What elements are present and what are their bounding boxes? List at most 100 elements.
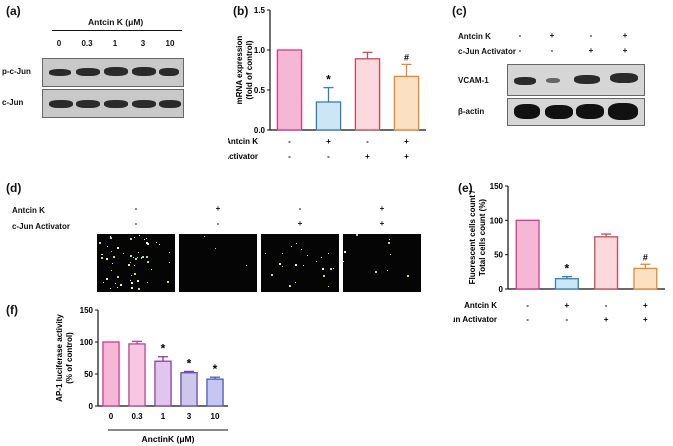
y-tick-label: 0.5 [254, 86, 266, 95]
cell-dot [117, 276, 120, 279]
cell-dot [136, 257, 138, 259]
cell-dot [131, 287, 134, 290]
cell-dot [279, 262, 282, 265]
cell-dot [327, 252, 329, 254]
cell-dot [146, 281, 148, 283]
x-tick-label-3: 3 [187, 412, 192, 421]
sign-1-1: - [550, 46, 554, 55]
cell-dot [117, 286, 118, 288]
cell-dot [355, 234, 358, 237]
bar-3 [180, 372, 198, 407]
cell-dot [130, 238, 133, 241]
cell-dot [140, 258, 142, 260]
bar-0 [102, 341, 120, 407]
chart-b: 0.0 0.5 1.0 1.5 mRNA expression (fold of cont… [228, 6, 426, 161]
cell-dot [100, 254, 102, 256]
cell-dot [203, 235, 205, 237]
panel-d-treatment-antcin-k: Antcin K [12, 206, 45, 215]
sign-0-0: - [518, 31, 522, 40]
cell-dot [131, 281, 134, 284]
cell-dot [100, 256, 103, 259]
significance-mark-3: # [643, 252, 648, 262]
blot-row-label-p-c-jun: p-c-Jun [2, 67, 31, 76]
cell-dot [101, 253, 103, 255]
blot-row-label-beta-actin: β-actin [458, 107, 485, 116]
blot-row-label-vcam-1: VCAM-1 [458, 76, 489, 85]
cell-dot [145, 255, 148, 258]
y-tick-label: 150 [80, 306, 94, 315]
cell-dot [142, 256, 145, 259]
sign-0-0: - [526, 301, 529, 310]
dose-label-1: 0.3 [81, 39, 93, 48]
sign-1-1: - [216, 219, 220, 228]
y-tick-label: 0 [499, 285, 504, 294]
cell-dot [294, 281, 296, 283]
cell-dot [159, 243, 161, 245]
cell-dot [386, 270, 388, 272]
cell-dot [322, 274, 325, 277]
y-tick-label: 50 [494, 251, 503, 260]
blot-beta-actin [507, 98, 645, 126]
y-tick-label: 1.0 [254, 46, 266, 55]
treatment-label-1: c-Jun Activator [228, 152, 258, 161]
sign-1-2: + [297, 219, 303, 228]
y-tick-label: 100 [80, 338, 94, 347]
y-axis-label: (% of control) [65, 332, 74, 384]
cell-dot [146, 242, 149, 245]
blot-c-jun [42, 89, 184, 118]
cell-dot [141, 256, 143, 258]
cell-dot [168, 262, 170, 264]
cell-dot [134, 258, 137, 261]
x-tick-label-1: 0.3 [131, 412, 143, 421]
sign-1-2: + [604, 315, 609, 324]
dose-label-3: 3 [140, 39, 146, 48]
sign-1-1: - [566, 315, 569, 324]
sign-1-2: + [365, 152, 370, 161]
y-axis-label: (fold of control) [245, 40, 254, 99]
cell-dot [138, 235, 140, 237]
x-tick-label-4: 10 [211, 412, 220, 421]
significance-mark-3: * [187, 356, 192, 370]
dose-label-2: 1 [112, 39, 118, 48]
bar-1 [315, 101, 342, 131]
cell-dot [134, 272, 137, 275]
cell-dot [333, 267, 335, 269]
cell-dot [150, 269, 152, 271]
cell-dot [128, 264, 131, 267]
y-tick-label: 0.0 [254, 126, 266, 135]
x-axis-label: AnctinK (μM) [142, 434, 195, 444]
panel-c-label: (c) [452, 4, 467, 18]
treatment-label-0: Antcin K [464, 301, 497, 310]
bar-1 [554, 278, 579, 290]
cell-dot [114, 282, 116, 284]
cell-dot [281, 253, 283, 255]
sign-0-1: + [326, 137, 331, 146]
cell-dot [110, 250, 112, 252]
sign-1-3: + [404, 152, 409, 161]
y-axis-label: mRNA expression [235, 36, 244, 105]
cell-dot [215, 247, 217, 249]
cell-dot [110, 270, 112, 272]
sign-0-1: + [549, 31, 555, 40]
bar-1 [128, 343, 146, 407]
sign-1-0: - [134, 219, 138, 228]
cell-dot [107, 246, 109, 248]
sign-0-2: - [589, 31, 593, 40]
cell-dot [143, 238, 145, 240]
cell-dot [166, 281, 169, 284]
panel-e-label: (e) [458, 181, 473, 195]
cell-dot [106, 258, 109, 261]
sign-0-1: + [565, 301, 570, 310]
cell-dot [315, 261, 317, 263]
cell-dot [119, 283, 122, 286]
cell-dot [321, 256, 323, 258]
cell-dot [146, 238, 148, 240]
cell-dot [146, 261, 149, 264]
y-tick-label: 100 [490, 216, 504, 225]
sign-0-3: + [379, 204, 385, 213]
cell-dot [137, 288, 140, 291]
sign-1-3: + [643, 315, 648, 324]
cell-dot [246, 265, 248, 267]
dose-label-0: 0 [56, 39, 62, 48]
